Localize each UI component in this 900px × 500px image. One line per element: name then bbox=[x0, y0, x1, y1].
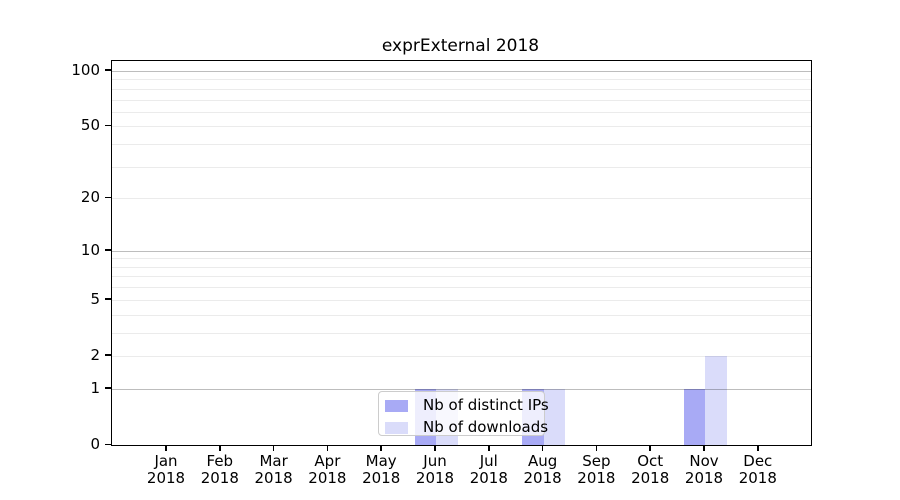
y-tick-1 bbox=[105, 387, 111, 389]
legend-label-distinct-ips: Nb of distinct IPs bbox=[423, 396, 549, 414]
gridline-minor-3 bbox=[112, 332, 811, 334]
x-tick-label-jul: Jul 2018 bbox=[469, 452, 508, 487]
y-tick-label-5: 5 bbox=[90, 289, 100, 308]
legend: Nb of distinct IPs Nb of downloads bbox=[378, 391, 549, 436]
bar-downloads-nov bbox=[705, 355, 727, 445]
x-tick-label-mar: Mar 2018 bbox=[254, 452, 293, 487]
gridline-minor-9 bbox=[112, 258, 811, 260]
x-tick-label-feb: Feb 2018 bbox=[200, 452, 239, 487]
y-tick-2 bbox=[105, 354, 111, 356]
x-tick-label-apr: Apr 2018 bbox=[308, 452, 347, 487]
legend-label-downloads: Nb of downloads bbox=[423, 418, 549, 436]
x-tick-dec bbox=[757, 445, 759, 451]
legend-item-distinct-ips: Nb of distinct IPs bbox=[385, 397, 549, 414]
x-tick-label-jun: Jun 2018 bbox=[415, 452, 455, 487]
x-tick-oct bbox=[649, 445, 651, 451]
x-tick-mar bbox=[272, 445, 275, 451]
x-tick-label-nov: Nov 2018 bbox=[684, 452, 724, 487]
x-tick-jul bbox=[488, 445, 490, 451]
y-tick-label-10: 10 bbox=[80, 240, 100, 259]
x-tick-feb bbox=[219, 445, 221, 451]
x-tick-label-oct: Oct 2018 bbox=[631, 452, 670, 487]
y-tick-100 bbox=[105, 69, 111, 71]
x-tick-sep bbox=[595, 445, 598, 451]
gridline-major-100 bbox=[112, 70, 811, 72]
gridline-minor-6 bbox=[112, 287, 811, 289]
y-tick-label-2: 2 bbox=[90, 345, 100, 364]
x-tick-label-may: May 2018 bbox=[362, 452, 401, 487]
x-tick-may bbox=[380, 445, 382, 451]
gridline-minor-7 bbox=[112, 276, 811, 278]
legend-swatch-downloads bbox=[385, 421, 408, 434]
y-tick-label-20: 20 bbox=[80, 188, 100, 207]
bar-distinct-ips-nov bbox=[683, 388, 705, 445]
x-tick-jun bbox=[434, 445, 436, 451]
gridline-minor-30 bbox=[112, 166, 811, 168]
y-tick-label-1: 1 bbox=[90, 378, 100, 397]
gridline-minor-90 bbox=[112, 79, 811, 81]
y-tick-20 bbox=[105, 196, 111, 199]
x-tick-label-jan: Jan 2018 bbox=[146, 452, 186, 487]
gridline-minor-4 bbox=[112, 314, 811, 316]
plot-area bbox=[111, 60, 812, 446]
y-tick-label-50: 50 bbox=[80, 116, 100, 135]
y-tick-5 bbox=[105, 298, 111, 300]
x-tick-label-sep: Sep 2018 bbox=[577, 452, 616, 487]
bar-downloads-aug bbox=[543, 388, 566, 445]
chart-title: exprExternal 2018 bbox=[381, 36, 540, 56]
x-tick-nov bbox=[703, 445, 705, 451]
gridline-minor-80 bbox=[112, 88, 811, 90]
gridline-major-1 bbox=[112, 388, 811, 390]
gridline-minor-5 bbox=[112, 299, 811, 301]
gridline-minor-60 bbox=[112, 111, 811, 113]
gridline-major-10 bbox=[112, 250, 811, 252]
x-tick-aug bbox=[541, 445, 544, 451]
gridline-minor-70 bbox=[112, 99, 811, 101]
x-tick-jan bbox=[165, 445, 167, 451]
gridline-minor-2 bbox=[112, 355, 811, 357]
y-tick-label-0: 0 bbox=[90, 435, 100, 453]
gridline-minor-50 bbox=[112, 126, 811, 128]
x-tick-label-dec: Dec 2018 bbox=[738, 452, 777, 487]
x-tick-apr bbox=[326, 445, 329, 451]
x-tick-label-aug: Aug 2018 bbox=[523, 452, 562, 487]
legend-swatch-distinct-ips bbox=[385, 399, 408, 412]
gridline-minor-40 bbox=[112, 144, 811, 146]
y-tick-50 bbox=[105, 124, 111, 127]
gridline-minor-20 bbox=[112, 198, 811, 200]
gridline-minor-8 bbox=[112, 266, 811, 268]
legend-item-downloads: Nb of downloads bbox=[385, 419, 548, 436]
y-tick-10 bbox=[105, 249, 111, 251]
y-tick-label-100: 100 bbox=[71, 60, 100, 79]
y-tick-0 bbox=[105, 443, 111, 445]
